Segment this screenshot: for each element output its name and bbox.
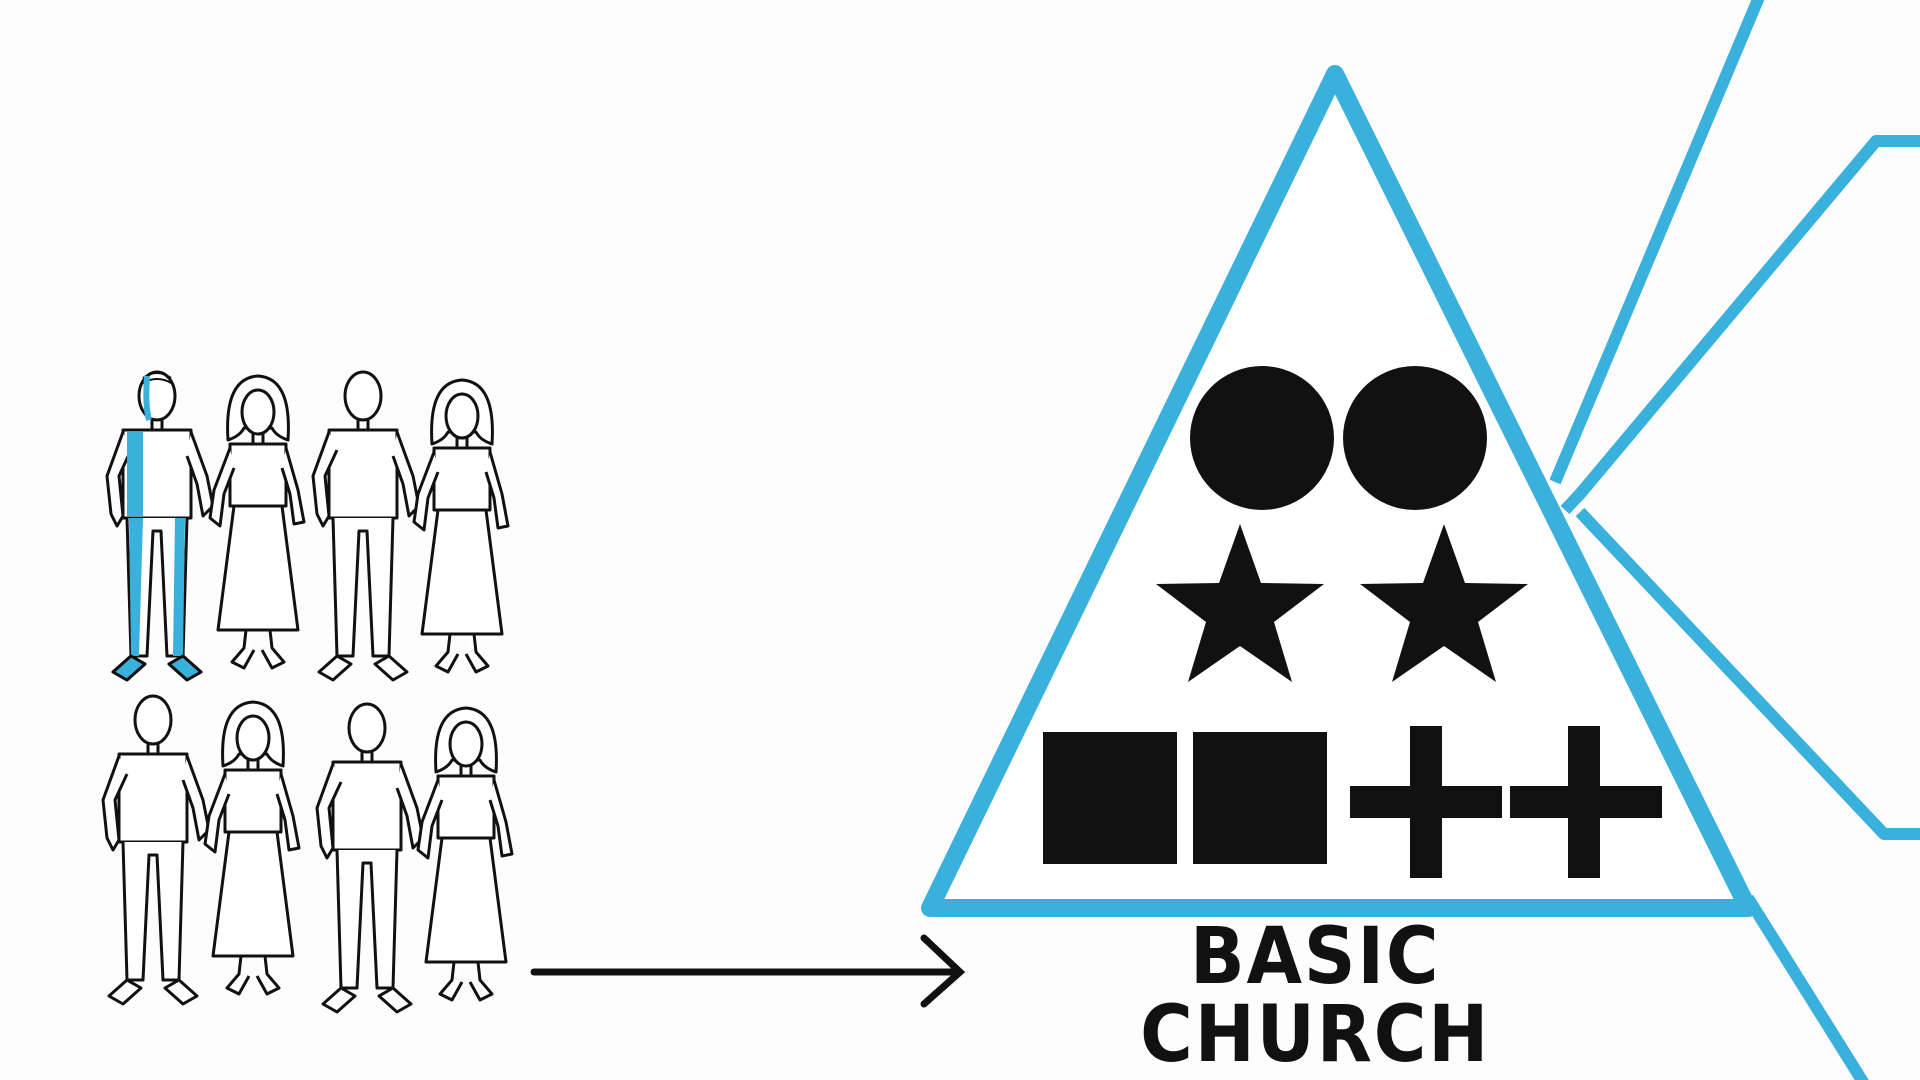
square-symbol (1043, 732, 1177, 864)
square-symbol (1193, 732, 1327, 864)
person-woman (208, 374, 306, 670)
couple-3 (101, 694, 301, 1006)
couple-4 (315, 702, 514, 1014)
couple-1 (105, 370, 306, 682)
caption-basic-church: BASIC CHURCH (1140, 912, 1491, 1080)
side-shapes (1549, 0, 1920, 1080)
plus-symbol (1510, 726, 1662, 878)
person-woman (416, 706, 514, 1002)
person-man-highlighted (105, 370, 215, 682)
person-man (315, 702, 425, 1014)
person-woman (203, 700, 301, 996)
person-woman (412, 378, 510, 674)
couple-2 (311, 370, 510, 682)
circle-symbol (1343, 366, 1487, 510)
person-man (101, 694, 211, 1006)
people-group (101, 370, 514, 1014)
arrow-right (530, 934, 966, 1008)
circle-symbol (1190, 366, 1334, 510)
person-man (311, 370, 421, 682)
plus-symbol (1350, 726, 1502, 878)
triangle-symbols (1043, 366, 1662, 878)
church-triangle (921, 65, 1757, 917)
